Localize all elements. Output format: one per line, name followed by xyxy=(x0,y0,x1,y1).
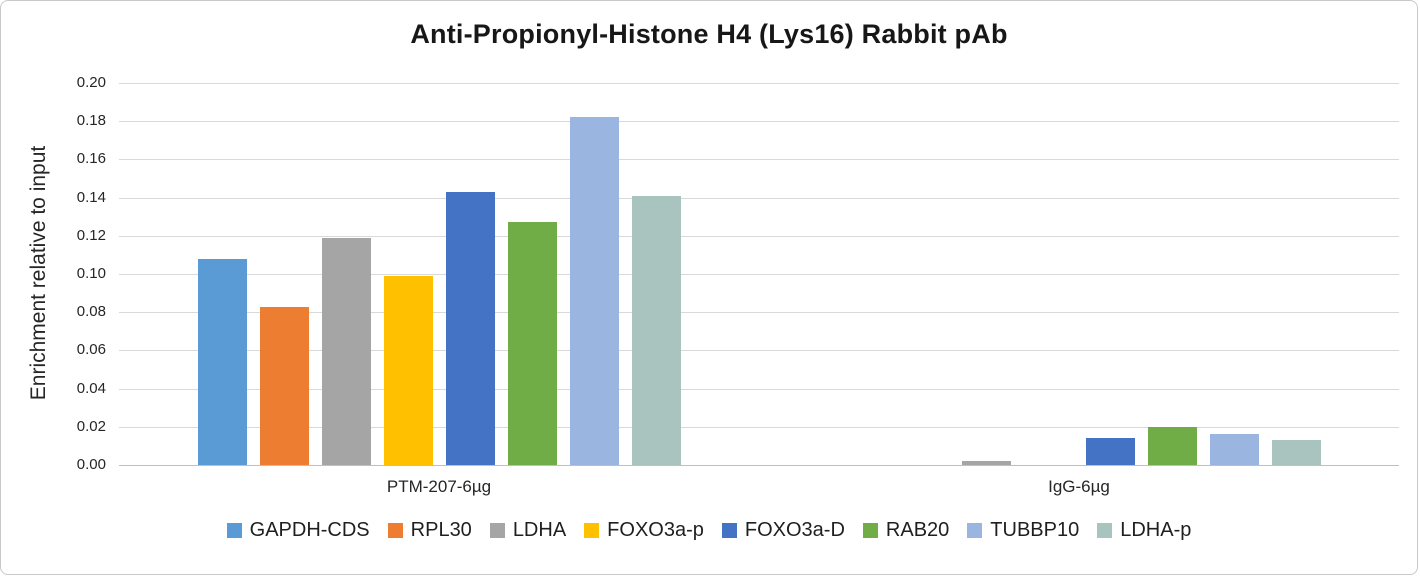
y-tick-label: 0.06 xyxy=(76,341,106,358)
legend-item-ldha: LDHA xyxy=(489,519,567,542)
legend-item-rpl30: RPL30 xyxy=(387,519,472,542)
bar-tubbp10-ptm xyxy=(569,117,619,465)
bar-foxo3a-p-ptm xyxy=(383,275,433,465)
y-tick-label: 0.00 xyxy=(76,456,106,473)
legend-swatch-icon xyxy=(721,523,737,538)
legend-swatch-icon xyxy=(862,523,878,538)
bar-gapdh-cds-ptm xyxy=(197,258,247,465)
legend-item-rab20: RAB20 xyxy=(862,519,950,542)
legend-item-foxo3a-p: FOXO3a-p xyxy=(584,519,704,542)
gridline xyxy=(119,312,1399,313)
gridline xyxy=(119,83,1399,84)
gridline xyxy=(119,274,1399,275)
legend-swatch-icon xyxy=(226,523,242,538)
y-tick-label: 0.20 xyxy=(76,74,106,91)
bar-ldha-ptm xyxy=(321,237,371,465)
legend-label: FOXO3a-D xyxy=(744,519,845,541)
gridline xyxy=(119,236,1399,237)
bar-foxo3a-d-igg xyxy=(1085,438,1135,465)
x-axis-line xyxy=(119,465,1399,466)
y-tick-label: 0.12 xyxy=(76,227,106,244)
gridline xyxy=(119,427,1399,428)
legend-label: GAPDH-CDS xyxy=(249,519,370,541)
legend-item-tubbp10: TUBBP10 xyxy=(967,519,1079,542)
chart-title: Anti-Propionyl-Histone H4 (Lys16) Rabbit… xyxy=(410,19,1008,49)
y-tick-label: 0.10 xyxy=(76,265,106,282)
legend-swatch-icon xyxy=(489,523,505,538)
gridline xyxy=(119,159,1399,160)
legend-label: FOXO3a-p xyxy=(607,519,704,541)
legend-swatch-icon xyxy=(1097,523,1113,538)
legend-swatch-icon xyxy=(584,523,600,538)
legend-item-gapdh-cds: GAPDH-CDS xyxy=(226,519,370,542)
gridline xyxy=(119,198,1399,199)
gridline xyxy=(119,121,1399,122)
bar-tubbp10-igg xyxy=(1209,434,1259,465)
y-tick-label: 0.08 xyxy=(76,303,106,320)
bar-rpl30-ptm xyxy=(259,306,309,465)
plot-area xyxy=(119,83,1399,466)
y-tick-label: 0.16 xyxy=(76,150,106,167)
legend-label: RAB20 xyxy=(885,519,950,541)
legend-label: LDHA xyxy=(512,519,567,541)
gridline xyxy=(119,389,1399,390)
bar-rab20-igg xyxy=(1147,426,1197,465)
legend-label: RPL30 xyxy=(410,519,472,541)
legend-label: TUBBP10 xyxy=(990,519,1080,541)
x-category-label-igg: IgG-6µg xyxy=(1048,477,1110,496)
legend-swatch-icon xyxy=(967,523,983,538)
bar-rab20-ptm xyxy=(507,222,557,465)
bar-ldha-p-igg xyxy=(1271,440,1321,465)
y-tick-label: 0.14 xyxy=(76,189,106,206)
bar-foxo3a-d-ptm xyxy=(445,191,495,465)
y-tick-label: 0.04 xyxy=(76,380,106,397)
y-tick-label: 0.02 xyxy=(76,418,106,435)
y-tick-label: 0.18 xyxy=(76,112,106,129)
x-category-label-ptm: PTM-207-6µg xyxy=(386,477,492,496)
legend: GAPDH-CDS RPL30 LDHA FOXO3a-p FOXO3a-D RAB20 T… xyxy=(1,519,1417,542)
legend-swatch-icon xyxy=(387,523,403,538)
legend-label: LDHA-p xyxy=(1120,519,1192,541)
legend-item-ldha-p: LDHA-p xyxy=(1097,519,1191,542)
gridline xyxy=(119,350,1399,351)
legend-item-foxo3a-d: FOXO3a-D xyxy=(721,519,845,542)
